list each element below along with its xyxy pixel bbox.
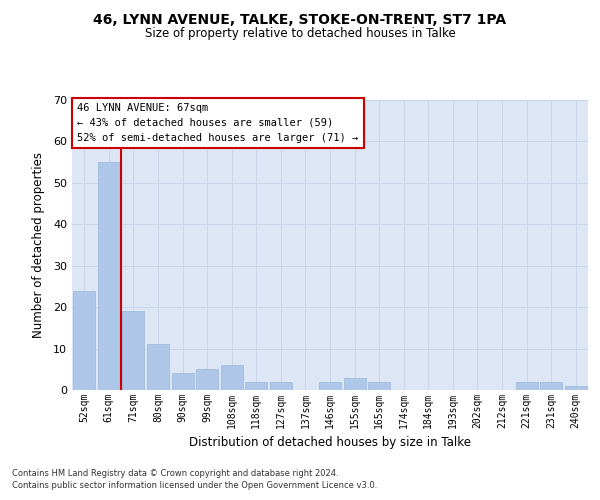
Bar [515, 382, 538, 390]
Bar [319, 382, 341, 390]
Text: 46 LYNN AVENUE: 67sqm
← 43% of detached houses are smaller (59)
52% of semi-deta: 46 LYNN AVENUE: 67sqm ← 43% of detached … [77, 103, 358, 142]
Text: Contains HM Land Registry data © Crown copyright and database right 2024.: Contains HM Land Registry data © Crown c… [12, 468, 338, 477]
Bar [270, 382, 292, 390]
Y-axis label: Number of detached properties: Number of detached properties [32, 152, 44, 338]
Bar [565, 386, 587, 390]
Bar [122, 312, 145, 390]
Bar [540, 382, 562, 390]
Bar [172, 374, 194, 390]
Bar [147, 344, 169, 390]
Bar [245, 382, 268, 390]
Text: Size of property relative to detached houses in Talke: Size of property relative to detached ho… [145, 28, 455, 40]
Bar [344, 378, 365, 390]
Text: Distribution of detached houses by size in Talke: Distribution of detached houses by size … [189, 436, 471, 449]
Bar [98, 162, 120, 390]
Bar [368, 382, 390, 390]
Bar [73, 290, 95, 390]
Text: 46, LYNN AVENUE, TALKE, STOKE-ON-TRENT, ST7 1PA: 46, LYNN AVENUE, TALKE, STOKE-ON-TRENT, … [94, 12, 506, 26]
Text: Contains public sector information licensed under the Open Government Licence v3: Contains public sector information licen… [12, 481, 377, 490]
Bar [196, 370, 218, 390]
Bar [221, 365, 243, 390]
